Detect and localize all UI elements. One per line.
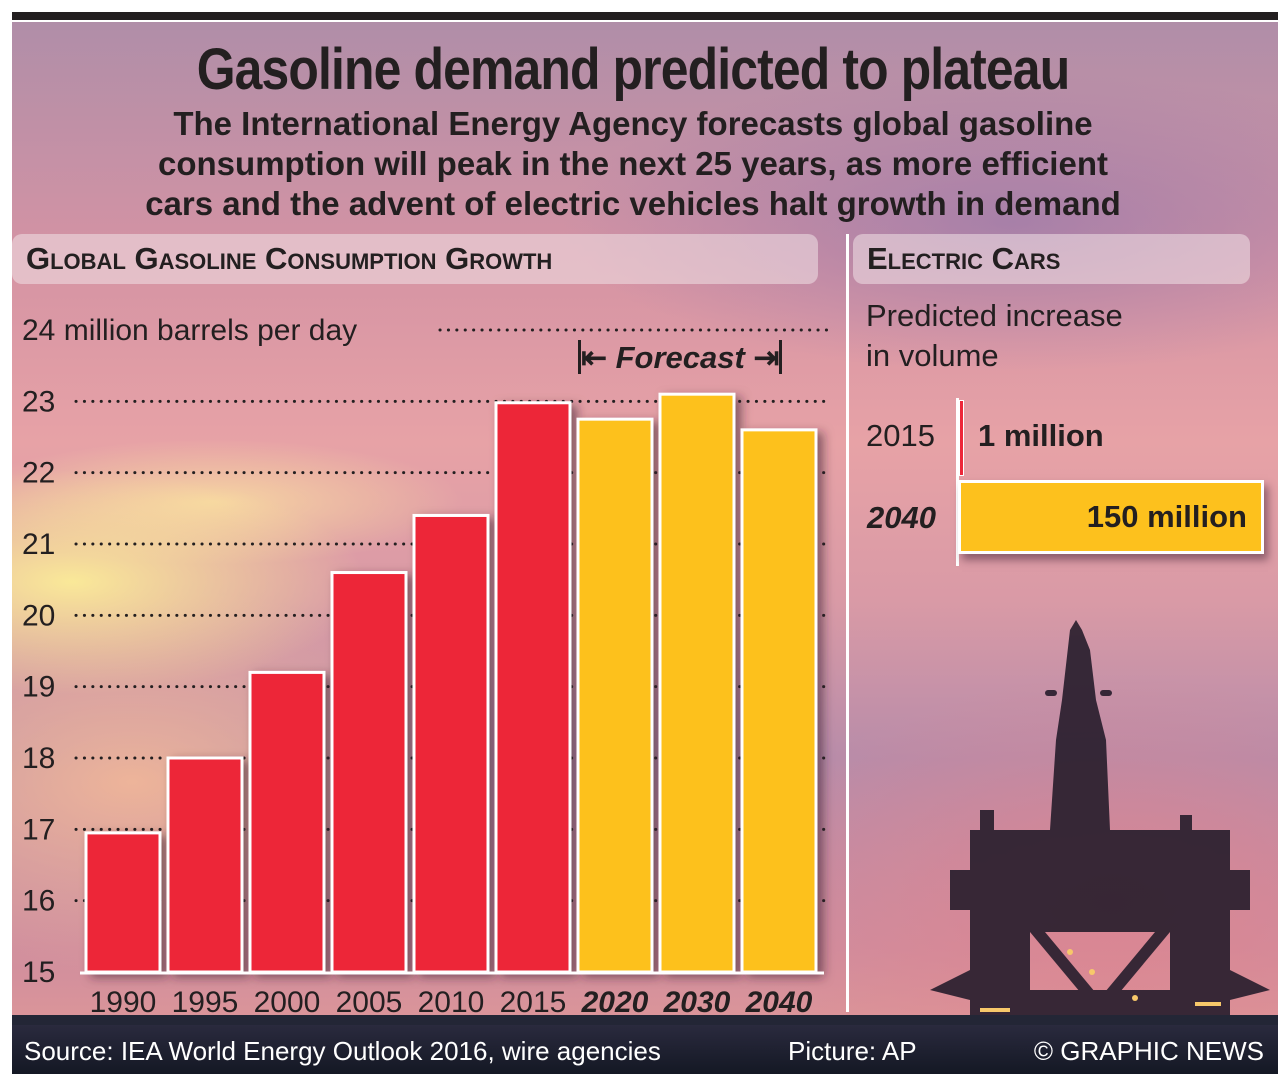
subtitle-line: consumption will peak in the next 25 yea… xyxy=(158,145,1108,182)
y-tick-label: 19 xyxy=(22,671,55,704)
subtitle-line: cars and the advent of electric vehicles… xyxy=(145,185,1121,222)
bar-1995 xyxy=(166,756,244,974)
gasoline-panel-heading: Global Gasoline Consumption Growth xyxy=(12,234,818,284)
electric-description-line: Predicted increase xyxy=(866,298,1123,333)
bar-2030 xyxy=(658,392,736,974)
subtitle: The International Energy Agency forecast… xyxy=(0,104,1266,224)
x-tick-label: 2020 xyxy=(581,986,649,1019)
electric-bar-2040: 150 million xyxy=(958,480,1264,554)
electric-axis xyxy=(956,398,959,566)
y-tick-label: 16 xyxy=(22,885,55,918)
source-credit: Source: IEA World Energy Outlook 2016, w… xyxy=(24,1036,661,1066)
electric-panel-heading: Electric Cars xyxy=(853,234,1250,284)
bar-2015 xyxy=(494,401,572,974)
sea-horizon xyxy=(12,1015,1278,1027)
y-tick-label: 15 xyxy=(22,956,55,989)
forecast-bracket-left xyxy=(578,340,581,374)
y-tick-label: 20 xyxy=(22,599,55,632)
page-title: Gasoline demand predicted to plateau xyxy=(196,37,1070,102)
forecast-annotation: ⇤ Forecast ⇥ xyxy=(578,340,783,376)
forecast-bracket-right xyxy=(779,340,783,374)
bar-2020 xyxy=(576,417,654,974)
electric-bar-2015 xyxy=(959,400,964,476)
top-rule xyxy=(12,12,1278,20)
electric-value-2015: 1 million xyxy=(978,418,1104,453)
x-tick-label: 2010 xyxy=(418,986,485,1019)
electric-description-line: in volume xyxy=(866,338,999,373)
y-tick-label: 23 xyxy=(22,385,55,418)
bar-1990 xyxy=(84,831,162,974)
x-tick-label: 2040 xyxy=(745,986,813,1019)
electric-value-2040: 150 million xyxy=(1086,499,1247,534)
x-tick-label: 2030 xyxy=(663,986,731,1019)
picture-credit: Picture: AP xyxy=(788,1036,917,1066)
y-tick-label: 24 million barrels per day xyxy=(22,314,357,347)
x-tick-label: 2015 xyxy=(500,986,567,1019)
bar-2010 xyxy=(412,513,490,974)
subtitle-line: The International Energy Agency forecast… xyxy=(173,105,1093,142)
electric-description: Predicted increase in volume xyxy=(866,296,1123,376)
y-tick-label: 18 xyxy=(22,742,55,775)
bar-2000 xyxy=(248,670,326,974)
x-tick-label: 1990 xyxy=(90,986,157,1019)
electric-year-2015: 2015 xyxy=(866,418,935,453)
footer: Source: IEA World Energy Outlook 2016, w… xyxy=(12,1025,1278,1074)
arrow-right-icon: ⇥ xyxy=(753,340,780,375)
electric-year-2040: 2040 xyxy=(867,500,936,535)
panel-divider xyxy=(846,234,849,1012)
copyright: © GRAPHIC NEWS xyxy=(1033,1036,1264,1066)
x-tick-label: 1995 xyxy=(172,986,239,1019)
y-tick-label: 21 xyxy=(22,528,55,561)
x-tick-label: 2000 xyxy=(254,986,321,1019)
forecast-label: Forecast xyxy=(615,340,745,375)
y-tick-label: 17 xyxy=(22,813,55,846)
oil-rig-photo xyxy=(930,620,1270,1030)
y-tick-label: 22 xyxy=(22,457,55,490)
arrow-left-icon: ⇤ xyxy=(581,340,607,375)
bar-2040 xyxy=(740,428,818,974)
bar-2005 xyxy=(330,571,408,974)
x-tick-label: 2005 xyxy=(336,986,403,1019)
